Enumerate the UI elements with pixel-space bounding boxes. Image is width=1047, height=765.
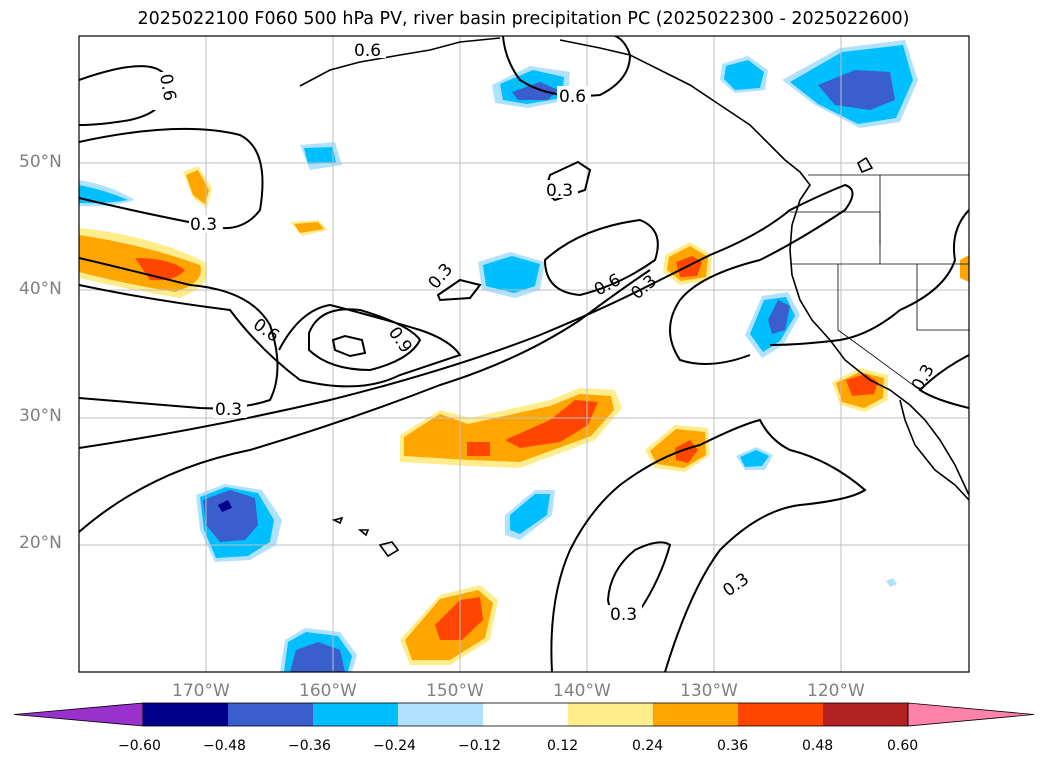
lat-label: 30°N: [19, 406, 62, 426]
contour-label: 0.3: [215, 400, 242, 420]
colorbar-tick-label: 0.36: [717, 738, 749, 754]
colorbar-tick-label: 0.24: [632, 738, 664, 754]
colorbar-segment: [738, 703, 823, 726]
colorbar-extend-left: [13, 702, 144, 727]
colorbar-tick-label: 0.12: [547, 738, 579, 754]
contour-label: 0.3: [908, 361, 939, 394]
coastlines: [299, 37, 969, 558]
lon-label: 170°W: [172, 681, 230, 701]
lat-label: 50°N: [19, 152, 62, 172]
colorbar: [13, 702, 1035, 727]
contour-label: 0.6: [155, 72, 179, 102]
contour-label: 0.6: [591, 270, 624, 300]
colorbar-tick-label: −0.12: [458, 738, 501, 754]
colorbar-tick-label: 0.60: [887, 738, 919, 754]
lat-label: 20°N: [19, 533, 62, 553]
colorbar-tick-label: −0.36: [288, 738, 331, 754]
colorbar-segment: [653, 703, 738, 726]
contour-label: 0.6: [354, 41, 381, 61]
colorbar-tick-label: −0.24: [373, 738, 416, 754]
colorbar-segment: [823, 703, 908, 726]
contour-label: 0.3: [610, 605, 637, 625]
map-title: 2025022100 F060 500 hPa PV, river basin …: [137, 9, 910, 29]
lon-label: 120°W: [807, 681, 865, 701]
gridlines: [79, 36, 969, 672]
colorbar-tick-label: −0.60: [118, 738, 161, 754]
lon-label: 130°W: [680, 681, 738, 701]
colorbar-segment: [398, 703, 483, 726]
contour-label: 0.6: [559, 87, 586, 107]
lon-label: 150°W: [426, 681, 484, 701]
colorbar-frame: [142, 702, 909, 727]
contour-label: 0.3: [627, 271, 661, 304]
colorbar-tick-label: −0.48: [203, 738, 246, 754]
contour-label: 0.3: [190, 215, 217, 235]
contour-label: 0.3: [719, 569, 753, 601]
lon-label: 160°W: [299, 681, 357, 701]
contour-label: 0.3: [546, 181, 573, 201]
pv-contours: [79, 36, 969, 672]
lat-label: 40°N: [19, 279, 62, 299]
map-plot-area: 0.6 0.6 0.6 0.3 0.3 0.3 0.6 0.9 0.3 0.6 …: [79, 36, 969, 672]
map-frame: [78, 35, 970, 673]
colorbar-extend-right: [907, 702, 1035, 727]
colorbar-tick-label: 0.48: [802, 738, 834, 754]
lon-label: 140°W: [553, 681, 611, 701]
contour-label: 0.3: [425, 260, 458, 294]
colorbar-segment: [313, 703, 398, 726]
colorbar-segment: [228, 703, 313, 726]
colorbar-segment: [568, 703, 653, 726]
precip-fills: [79, 40, 969, 672]
state-borders: [790, 174, 969, 391]
contour-label: 0.6: [249, 315, 283, 347]
colorbar-segment: [483, 703, 568, 726]
colorbar-segment: [143, 703, 228, 726]
